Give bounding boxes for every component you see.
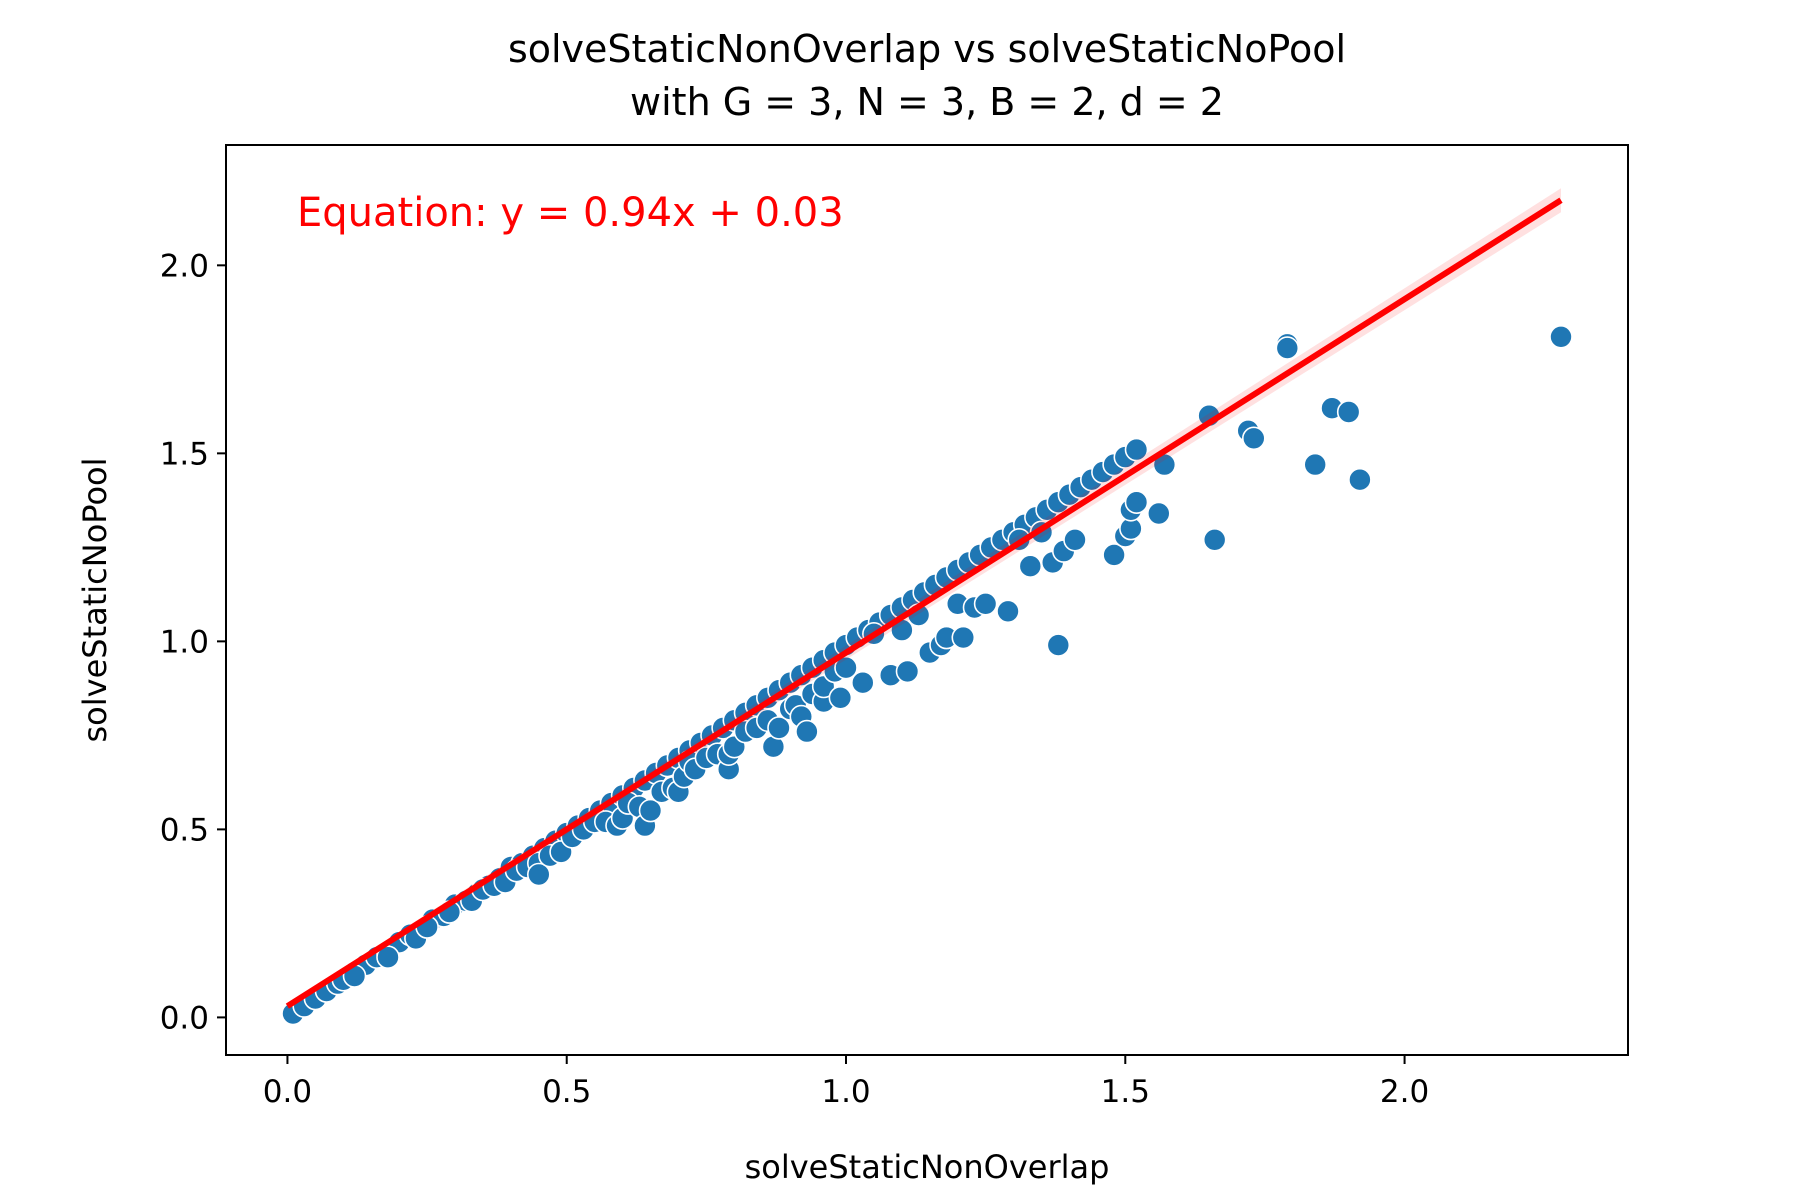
scatter-point [828,685,853,710]
y-axis: 0.0 0.5 1.0 1.5 2.0 [160,248,226,1036]
equation-annotation: Equation: y = 0.94x + 0.03 [297,190,844,236]
scatter-point [951,625,976,650]
scatter-point [526,862,551,887]
points-layer [281,324,1573,1026]
scatter-point [1102,543,1126,567]
scatter-point [1336,400,1361,424]
plot-area-frame [225,144,1629,1056]
y-tick-label: 1.0 [160,624,209,660]
y-tick-label: 2.0 [160,248,209,284]
scatter-point [376,945,400,970]
x-tick-label: 0.0 [263,1074,312,1110]
chart-title: solveStaticNonOverlap vs solveStaticNoPo… [508,27,1346,71]
scatter-point [767,716,791,740]
scatter-point [996,599,1020,624]
chart-subtitle: with G = 3, N = 3, B = 2, d = 2 [630,80,1224,124]
y-tick-label: 0.0 [160,1000,209,1036]
scatter-point [1348,467,1372,492]
x-tick-label: 1.0 [821,1074,870,1110]
scatter-point [1242,426,1266,451]
fit-layer [285,188,1563,1010]
y-tick-label: 1.5 [160,436,209,472]
scatter-point [973,591,998,616]
scatter-point [1202,527,1227,552]
scatter-point [1063,527,1087,552]
scatter-point [1124,437,1149,462]
scatter-point [895,659,920,684]
x-tick-label: 0.5 [542,1074,591,1110]
x-axis-label: solveStaticNonOverlap [745,1148,1110,1186]
scatter-point [638,798,663,823]
scatter-point [1275,336,1300,360]
scatter-point [1046,633,1071,657]
scatter-point [1124,490,1149,515]
x-axis: 0.0 0.5 1.0 1.5 2.0 [263,1055,1429,1110]
x-tick-label: 2.0 [1380,1074,1429,1110]
y-axis-label: solveStaticNoPool [76,458,114,743]
scatter-point [1018,554,1043,579]
scatter-point [850,670,875,695]
scatter-point [834,655,858,680]
scatter-point [1303,452,1327,477]
x-tick-label: 1.5 [1101,1074,1150,1110]
regression-line [285,197,1563,1009]
scatter-point [795,719,819,744]
scatter-point [1147,501,1171,526]
y-tick-label: 0.5 [160,812,209,848]
scatter-point [1549,324,1573,349]
